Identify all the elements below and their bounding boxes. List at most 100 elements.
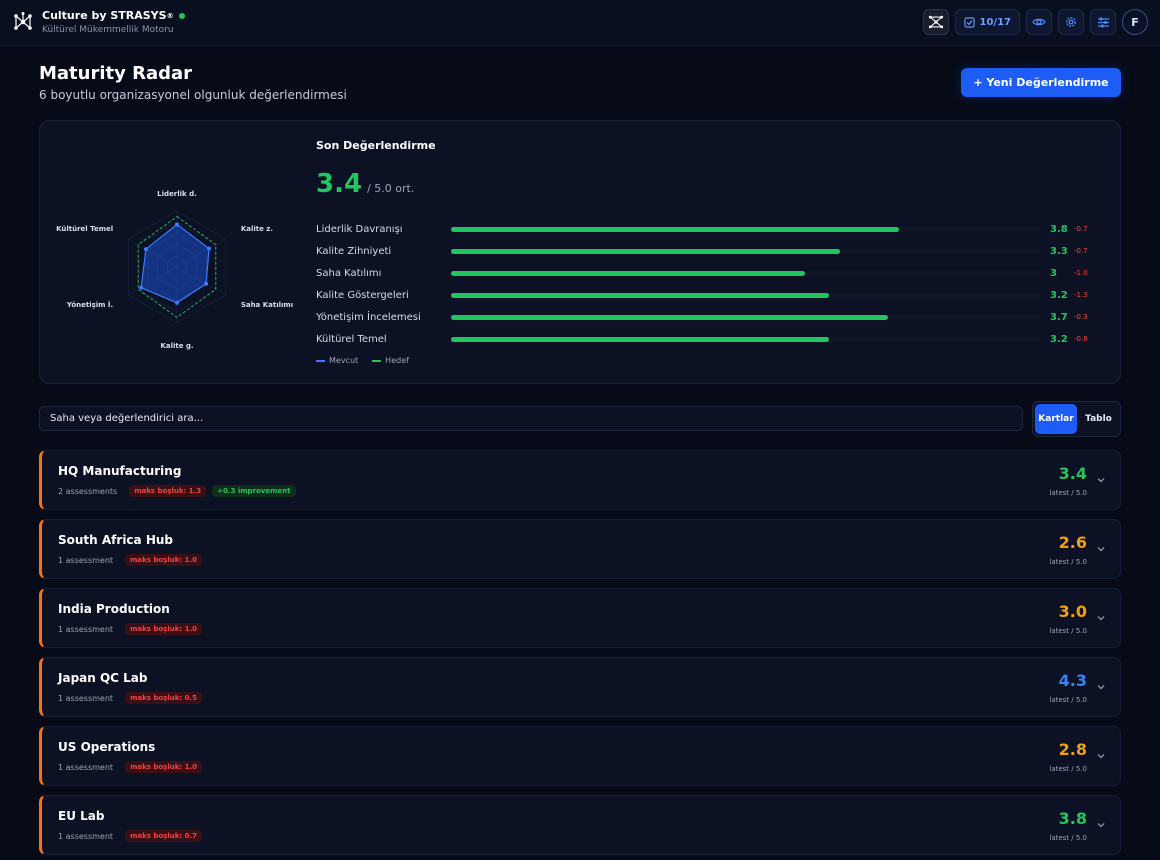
chevron-down-icon[interactable] xyxy=(1095,612,1107,624)
chevron-down-icon[interactable] xyxy=(1095,543,1107,555)
site-score: 3.8 xyxy=(1058,809,1087,828)
dimension-name: Yönetişim İncelemesi xyxy=(316,311,421,323)
dimension-bar-track xyxy=(451,270,1041,276)
dimension-row: Liderlik Davranışı 3.8 -0.7 xyxy=(316,218,1096,240)
site-score-caption: latest / 5.0 xyxy=(1049,558,1087,566)
legend-target: Hedef xyxy=(372,356,409,365)
latest-assessment-panel: Liderlik d. Kalite z. Saha Katılımı Kali… xyxy=(39,120,1121,384)
dimension-name: Liderlik Davranışı xyxy=(316,223,403,235)
dimension-delta: -0.7 xyxy=(1074,225,1088,233)
radar-current-polygon xyxy=(140,223,210,304)
dimension-value: 3.7 xyxy=(1050,311,1068,323)
radar-current-point xyxy=(175,300,179,305)
site-name: India Production xyxy=(58,602,170,616)
latest-assessment-title: Son Değerlendirme xyxy=(316,139,436,152)
max-gap-badge: maks boşluk: 1.0 xyxy=(125,761,202,773)
gear-icon xyxy=(1066,17,1076,27)
site-score-caption: latest / 5.0 xyxy=(1049,696,1087,704)
radar-points xyxy=(139,222,212,305)
top-actions: 10/17 F xyxy=(922,9,1148,35)
dimension-name: Kalite Zihniyeti xyxy=(316,245,392,257)
site-card[interactable]: HQ Manufacturing 2 assessments maks boşl… xyxy=(39,450,1121,510)
dimension-bar-fill xyxy=(451,226,900,232)
preview-button[interactable] xyxy=(1026,9,1052,35)
legend-target-label: Hedef xyxy=(385,356,409,365)
radar-axis-line xyxy=(176,266,226,296)
app-subtitle: Kültürel Mükemmellik Motoru xyxy=(42,25,174,35)
site-card[interactable]: South Africa Hub 1 assessment maks boşlu… xyxy=(39,519,1121,579)
radar-axis-line xyxy=(128,238,178,268)
registered-mark: ® xyxy=(166,11,174,20)
dimension-delta: -0.3 xyxy=(1074,313,1088,321)
top-bar: Culture by STRASYS ® Kültürel Mükemmellik… xyxy=(0,0,1160,46)
page-subtitle: 6 boyutlu organizasyonel olgunluk değerl… xyxy=(39,88,347,102)
dimension-bar-track xyxy=(451,226,1041,232)
site-score-caption: latest / 5.0 xyxy=(1049,627,1087,635)
dimension-value: 3.2 xyxy=(1050,333,1068,345)
radar-label-field-engagement: Saha Katılımı xyxy=(241,301,293,309)
site-name: US Operations xyxy=(58,740,156,754)
filters-button[interactable] xyxy=(1090,9,1116,35)
dimension-delta: -0.7 xyxy=(1074,247,1088,255)
site-card-list: HQ Manufacturing 2 assessments maks boşl… xyxy=(39,450,1121,860)
radar-axis-line xyxy=(128,266,178,296)
site-meta: 1 assessment maks boşluk: 0.7 xyxy=(58,830,202,842)
table-view-button[interactable]: Tablo xyxy=(1085,414,1112,424)
site-name: South Africa Hub xyxy=(58,533,173,547)
radar-current-point xyxy=(139,285,144,290)
site-score: 2.8 xyxy=(1058,740,1087,759)
site-card[interactable]: Japan QC Lab 1 assessment maks boşluk: 0… xyxy=(39,657,1121,717)
dimension-row: Saha Katılımı 3 -1.0 xyxy=(316,262,1096,284)
site-card[interactable]: India Production 1 assessment maks boşlu… xyxy=(39,588,1121,648)
dimension-bar-fill xyxy=(451,336,829,342)
site-score: 4.3 xyxy=(1058,671,1087,690)
assessment-count: 1 assessment xyxy=(58,693,114,703)
new-assessment-button[interactable]: + Yeni Değerlendirme xyxy=(961,68,1121,97)
radar-label-quality-indicators: Kalite g. xyxy=(160,342,193,350)
site-meta: 1 assessment maks boşluk: 1.0 xyxy=(58,554,202,566)
dimension-value: 3.8 xyxy=(1050,223,1068,235)
assessment-count: 1 assessment xyxy=(58,762,114,772)
user-avatar[interactable]: F xyxy=(1122,9,1148,35)
site-meta: 1 assessment maks boşluk: 1.0 xyxy=(58,761,202,773)
overall-score-value: 3.4 xyxy=(316,169,363,199)
improvement-badge: +0.3 improvement xyxy=(212,485,296,497)
chevron-down-icon[interactable] xyxy=(1095,681,1107,693)
site-card[interactable]: US Operations 1 assessment maks boşluk: … xyxy=(39,726,1121,786)
site-name: Japan QC Lab xyxy=(58,671,148,685)
radar-current-point xyxy=(207,246,212,251)
radar-current-point xyxy=(175,222,179,227)
chevron-down-icon[interactable] xyxy=(1095,474,1107,486)
legend-current: Mevcut xyxy=(316,356,358,365)
max-gap-badge: maks boşluk: 1.0 xyxy=(125,554,202,566)
app-title: Culture by STRASYS ® xyxy=(42,9,185,22)
site-score-caption: latest / 5.0 xyxy=(1049,489,1087,497)
max-gap-badge: maks boşluk: 0.7 xyxy=(125,830,202,842)
chevron-down-icon[interactable] xyxy=(1095,750,1107,762)
assessment-count: 1 assessment xyxy=(58,555,114,565)
assessment-count: 1 assessment xyxy=(58,831,114,841)
settings-button[interactable] xyxy=(1058,9,1084,35)
task-counter-button[interactable]: 10/17 xyxy=(954,9,1020,35)
chevron-down-icon[interactable] xyxy=(1095,819,1107,831)
dimension-delta: -1.3 xyxy=(1074,291,1088,299)
site-name: HQ Manufacturing xyxy=(58,464,182,478)
site-card[interactable]: EU Lab 1 assessment maks boşluk: 0.7 3.8… xyxy=(39,795,1121,855)
max-gap-badge: maks boşluk: 1.0 xyxy=(125,623,202,635)
maturity-radar-chart: Liderlik d. Kalite z. Saha Katılımı Kali… xyxy=(56,190,293,350)
legend-target-swatch xyxy=(372,359,382,362)
dimension-bar-track xyxy=(451,248,1041,254)
dimension-value: 3.2 xyxy=(1050,289,1068,301)
overall-score: 3.4 / 5.0 ort. xyxy=(316,169,414,199)
cards-view-button[interactable]: Kartlar xyxy=(1035,404,1077,434)
network-mode-button[interactable] xyxy=(922,9,949,35)
network-logo-icon[interactable] xyxy=(12,11,34,33)
dimension-name: Kalite Göstergeleri xyxy=(316,289,409,301)
dimension-delta: -0.8 xyxy=(1074,335,1088,343)
max-gap-badge: maks boşluk: 0.5 xyxy=(125,692,202,704)
search-input[interactable] xyxy=(39,406,1023,431)
dimension-bar-track xyxy=(451,292,1041,298)
dimension-row: Kültürel Temel 3.2 -0.8 xyxy=(316,328,1096,350)
dimension-row: Yönetişim İncelemesi 3.7 -0.3 xyxy=(316,306,1096,328)
dimension-bar-track xyxy=(451,314,1041,320)
